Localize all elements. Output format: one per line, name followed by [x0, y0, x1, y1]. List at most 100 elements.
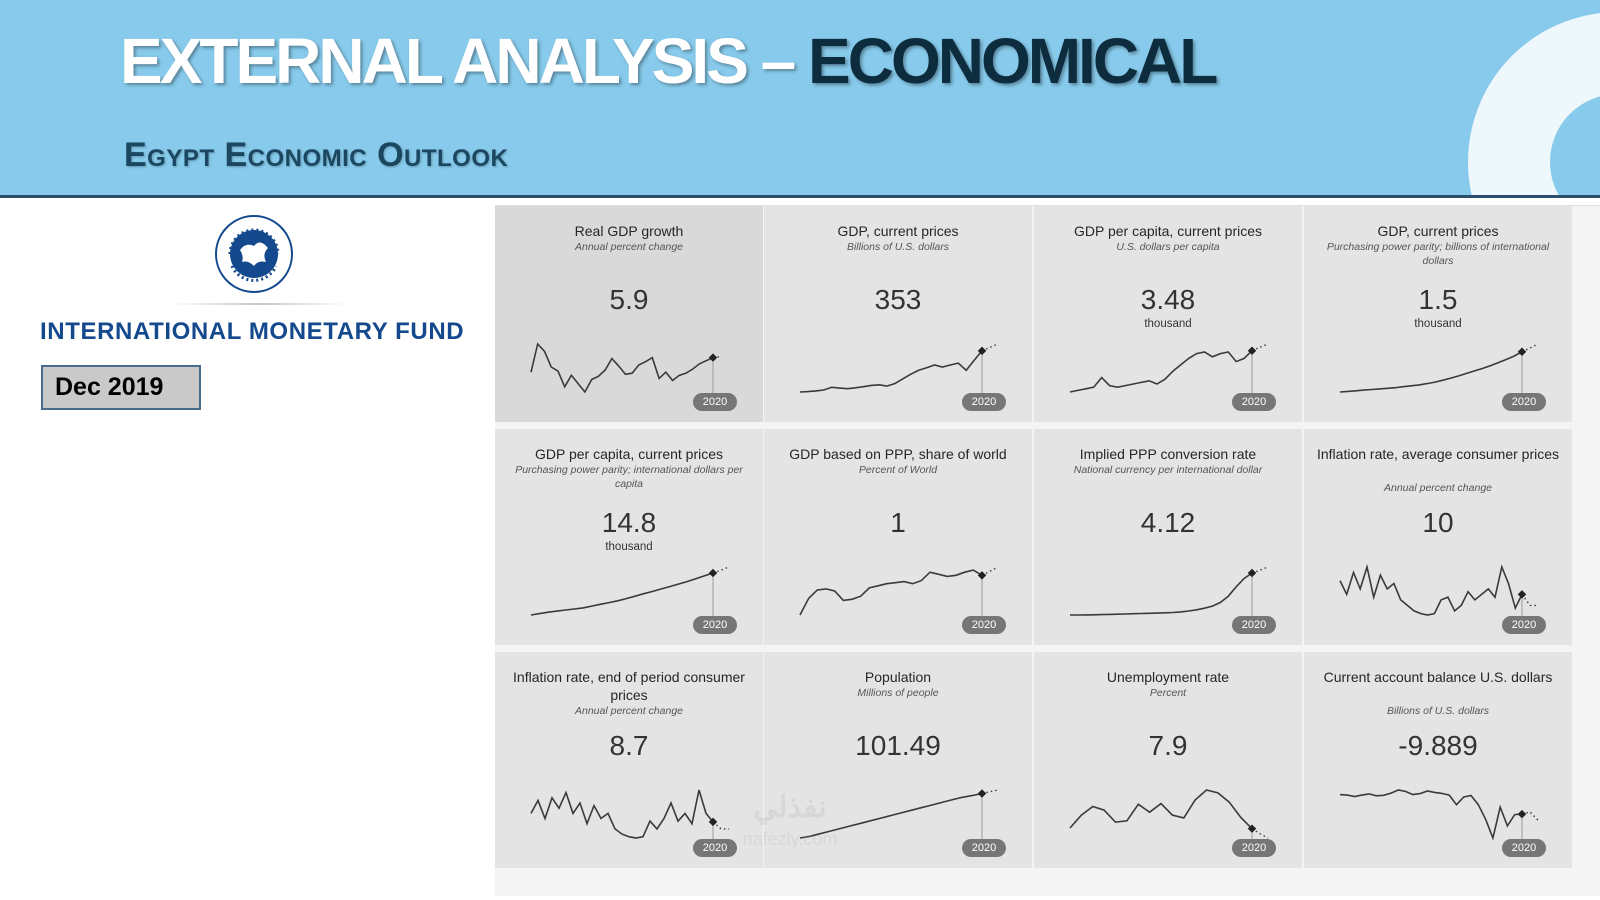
sparkline-projection — [1521, 593, 1538, 607]
indicator-unit: Millions of people — [857, 687, 939, 699]
indicator-title: GDP based on PPP, share of world — [789, 446, 1007, 462]
sparkline-projection — [1251, 343, 1269, 352]
indicator-unit: National currency per international doll… — [1073, 464, 1263, 476]
indicator-card[interactable]: Unemployment rate Percent 7.9 2020 — [1034, 652, 1302, 868]
indicator-unit: U.S. dollars per capita — [1116, 241, 1220, 253]
sparkline-projection — [1251, 566, 1269, 574]
current-year-point — [1517, 809, 1527, 819]
indicator-sparkline — [1339, 343, 1539, 394]
sparkline-history — [1339, 789, 1523, 841]
indicator-sparkline — [1069, 789, 1269, 840]
indicator-unit: Annual percent change — [575, 705, 683, 717]
year-badge: 2020 — [693, 393, 737, 411]
indicator-sparkline — [1070, 566, 1269, 617]
current-year-point — [708, 353, 718, 362]
indicator-value: 8.7 — [609, 730, 649, 761]
sparkline-projection — [1521, 343, 1539, 353]
year-badge: 2020 — [962, 839, 1006, 857]
sparkline-projection — [981, 343, 999, 352]
indicator-value-unit: thousand — [605, 541, 653, 553]
indicator-sparkline — [1339, 563, 1538, 617]
indicator-sparkline — [799, 566, 999, 617]
indicator-title: Current account balance U.S. dollars — [1323, 669, 1553, 685]
year-badge: 2020 — [1502, 393, 1546, 411]
indicator-unit: Percent of World — [858, 464, 938, 476]
sparkline-projection — [981, 789, 999, 795]
indicator-sparkline — [530, 789, 729, 840]
indicator-title: GDP, current prices — [1377, 223, 1499, 239]
year-badge: 2020 — [1502, 616, 1546, 634]
indicator-unit: Billions of U.S. dollars — [846, 241, 950, 253]
indicator-value: 10 — [1422, 507, 1454, 538]
indicator-card[interactable]: Population Millions of people 101.49 2020 — [764, 652, 1032, 868]
indicator-sparkline — [799, 789, 999, 840]
sparkline-history — [1339, 351, 1523, 393]
indicator-card[interactable]: Inflation rate, end of period consumer p… — [495, 652, 763, 868]
indicator-sparkline — [530, 342, 722, 394]
banner-decorative-arc — [1468, 12, 1600, 195]
indicator-value-unit: thousand — [1414, 318, 1462, 330]
indicator-value: 1.5 — [1418, 284, 1458, 315]
imf-seal-icon — [215, 215, 293, 293]
indicator-title: Unemployment rate — [1106, 669, 1230, 685]
indicator-value: 3.48 — [1140, 284, 1196, 315]
indicator-title: GDP per capita, current prices — [1073, 223, 1263, 239]
sparkline-history — [530, 572, 714, 616]
report-date-label: Dec 2019 — [41, 365, 201, 410]
indicator-unit: Billions of U.S. dollars — [1386, 705, 1490, 717]
left-panel: INTERNATIONAL MONETARY FUND Dec 2019 — [0, 200, 495, 900]
sparkline-history — [1339, 563, 1523, 616]
title-light: EXTERNAL ANALYSIS – — [120, 25, 809, 97]
indicator-value: 1 — [890, 507, 906, 538]
indicator-card[interactable]: GDP per capita, current prices U.S. dolla… — [1034, 206, 1302, 422]
indicator-card[interactable]: Current account balance U.S. dollars Bill… — [1304, 652, 1572, 868]
current-year-point — [1517, 590, 1527, 599]
indicator-card[interactable]: GDP based on PPP, share of world Percent … — [764, 429, 1032, 645]
indicator-card[interactable]: GDP, current prices Purchasing power pari… — [1304, 206, 1572, 422]
year-badge: 2020 — [693, 839, 737, 857]
indicator-title: Real GDP growth — [574, 223, 684, 239]
indicator-card[interactable]: Inflation rate, average consumer prices A… — [1304, 429, 1572, 645]
indicator-title: GDP per capita, current prices — [534, 446, 724, 462]
year-badge: 2020 — [962, 616, 1006, 634]
indicator-value: 7.9 — [1148, 730, 1188, 761]
title-banner: EXTERNAL ANALYSIS – ECONOMICAL Egypt Eco… — [0, 0, 1600, 198]
indicator-card[interactable]: Implied PPP conversion rate National curr… — [1034, 429, 1302, 645]
indicator-title: Inflation rate, average consumer prices — [1316, 446, 1559, 462]
indicator-unit: Percent — [1149, 687, 1187, 699]
sparkline-history — [530, 789, 714, 839]
indicator-title: GDP, current prices — [837, 223, 959, 239]
year-badge: 2020 — [693, 616, 737, 634]
indicator-value: 353 — [874, 284, 922, 315]
sparkline-history — [799, 350, 983, 393]
sparkline-history — [1069, 350, 1253, 393]
sparkline-projection — [1251, 828, 1269, 839]
indicator-sparkline — [1069, 343, 1269, 394]
sparkline-history — [530, 342, 714, 394]
indicator-value-unit: thousand — [1144, 318, 1192, 330]
logo-divider — [170, 303, 348, 305]
organization-name: INTERNATIONAL MONETARY FUND — [40, 318, 465, 345]
year-badge: 2020 — [1232, 616, 1276, 634]
sparkline-projection — [712, 566, 730, 574]
indicator-title: Implied PPP conversion rate — [1079, 446, 1257, 462]
indicator-unit: Purchasing power parity; billions of int… — [1326, 241, 1550, 267]
indicator-sparkline — [530, 566, 730, 617]
indicator-grid: Real GDP growth Annual percent change 5.9 2… — [495, 205, 1600, 896]
indicator-value: -9.889 — [1398, 730, 1478, 761]
year-badge: 2020 — [1232, 393, 1276, 411]
indicator-card[interactable]: Real GDP growth Annual percent change 5.9 2… — [495, 206, 763, 422]
year-badge: 2020 — [1232, 839, 1276, 857]
indicator-unit: Purchasing power parity; international d… — [515, 464, 743, 490]
indicator-value: 101.49 — [855, 730, 941, 761]
indicator-card[interactable]: GDP per capita, current prices Purchasing… — [495, 429, 763, 645]
indicator-value: 4.12 — [1140, 507, 1196, 538]
slide-subtitle: Egypt Economic Outlook — [124, 136, 509, 174]
title-dark: ECONOMICAL — [808, 25, 1218, 97]
year-badge: 2020 — [1502, 839, 1546, 857]
sparkline-history — [1069, 789, 1253, 830]
indicator-card[interactable]: GDP, current prices Billions of U.S. doll… — [764, 206, 1032, 422]
slide-title: EXTERNAL ANALYSIS – ECONOMICAL — [120, 24, 1218, 98]
indicator-value: 5.9 — [609, 284, 649, 315]
indicator-unit: Annual percent change — [1384, 482, 1492, 494]
